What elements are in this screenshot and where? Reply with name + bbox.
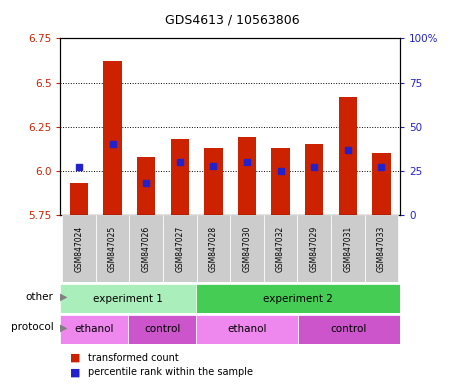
Bar: [339, 97, 357, 215]
Text: ▶: ▶: [60, 291, 68, 302]
Text: ■: ■: [70, 353, 80, 363]
Bar: [305, 144, 324, 215]
Bar: [196, 284, 400, 313]
Text: control: control: [331, 324, 367, 334]
Bar: [272, 148, 290, 215]
Text: transformed count: transformed count: [88, 353, 179, 363]
Text: experiment 1: experiment 1: [93, 293, 163, 304]
Bar: [230, 215, 264, 282]
Bar: [238, 137, 256, 215]
Text: GSM847026: GSM847026: [142, 225, 151, 272]
Bar: [137, 157, 155, 215]
Bar: [128, 315, 196, 344]
Text: GSM847029: GSM847029: [310, 225, 319, 272]
Bar: [298, 215, 331, 282]
Text: other: other: [26, 291, 53, 302]
Bar: [96, 215, 129, 282]
Text: ethanol: ethanol: [227, 324, 267, 334]
Text: ethanol: ethanol: [75, 324, 114, 334]
Text: GSM847025: GSM847025: [108, 225, 117, 272]
Bar: [129, 215, 163, 282]
Text: GSM847028: GSM847028: [209, 225, 218, 272]
Text: experiment 2: experiment 2: [263, 293, 333, 304]
Bar: [372, 153, 391, 215]
Bar: [103, 61, 122, 215]
Text: GSM847031: GSM847031: [343, 225, 352, 272]
Text: GSM847032: GSM847032: [276, 225, 285, 272]
Text: protocol: protocol: [11, 322, 53, 333]
Bar: [298, 315, 400, 344]
Bar: [171, 139, 189, 215]
Bar: [264, 215, 298, 282]
Text: percentile rank within the sample: percentile rank within the sample: [88, 367, 253, 377]
Text: GDS4613 / 10563806: GDS4613 / 10563806: [165, 13, 300, 26]
Bar: [365, 215, 398, 282]
Bar: [163, 215, 197, 282]
Bar: [70, 183, 88, 215]
Bar: [197, 215, 230, 282]
Text: control: control: [144, 324, 180, 334]
Bar: [204, 148, 223, 215]
Bar: [62, 215, 96, 282]
Text: GSM847027: GSM847027: [175, 225, 184, 272]
Bar: [196, 315, 298, 344]
Bar: [60, 284, 196, 313]
Text: GSM847024: GSM847024: [74, 225, 83, 272]
Text: ▶: ▶: [60, 322, 68, 333]
Text: ■: ■: [70, 367, 80, 377]
Bar: [331, 215, 365, 282]
Text: GSM847030: GSM847030: [242, 225, 252, 272]
Bar: [60, 315, 128, 344]
Text: GSM847033: GSM847033: [377, 225, 386, 272]
